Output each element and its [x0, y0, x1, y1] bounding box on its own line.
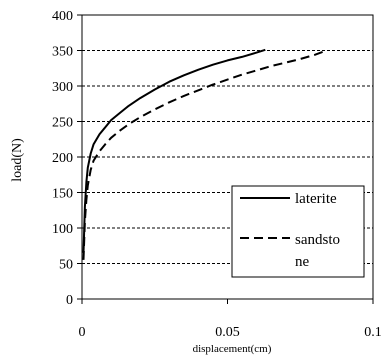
- series-group: [82, 48, 327, 260]
- plot-area: [81, 14, 374, 300]
- tick-label-y: 50: [59, 258, 73, 273]
- tick-label-y: 0: [66, 293, 73, 308]
- tick-label-y: 250: [52, 116, 73, 131]
- tick-label-y: 200: [52, 151, 73, 166]
- tick-label-y: 300: [52, 80, 73, 95]
- tick-label-y: 400: [52, 9, 73, 24]
- legend-label-laterite: laterite: [295, 191, 337, 207]
- y-axis-label: load(N): [10, 138, 25, 182]
- x-axis-label: displacement(cm): [193, 343, 272, 355]
- legend-label-sandstone-line1: sandsto: [295, 232, 340, 248]
- tick-label-x: 0.05: [215, 325, 240, 340]
- tick-label-y: 350: [52, 45, 73, 60]
- tick-label-y: 150: [52, 187, 73, 202]
- legend: laterite sandsto ne: [231, 185, 365, 278]
- tick-label-x: 0: [79, 325, 86, 340]
- series-line-sandstone: [82, 49, 327, 260]
- series-line-laterite: [82, 48, 266, 253]
- tick-label-x: 0.1: [364, 325, 382, 340]
- tick-label-y: 100: [52, 222, 73, 237]
- axis-ticks: 0 50 100 150 200 250 300 350 400 0 0.05 0.1: [52, 9, 382, 340]
- legend-label-sandstone-line2: ne: [295, 254, 310, 270]
- legend-box: [231, 185, 365, 278]
